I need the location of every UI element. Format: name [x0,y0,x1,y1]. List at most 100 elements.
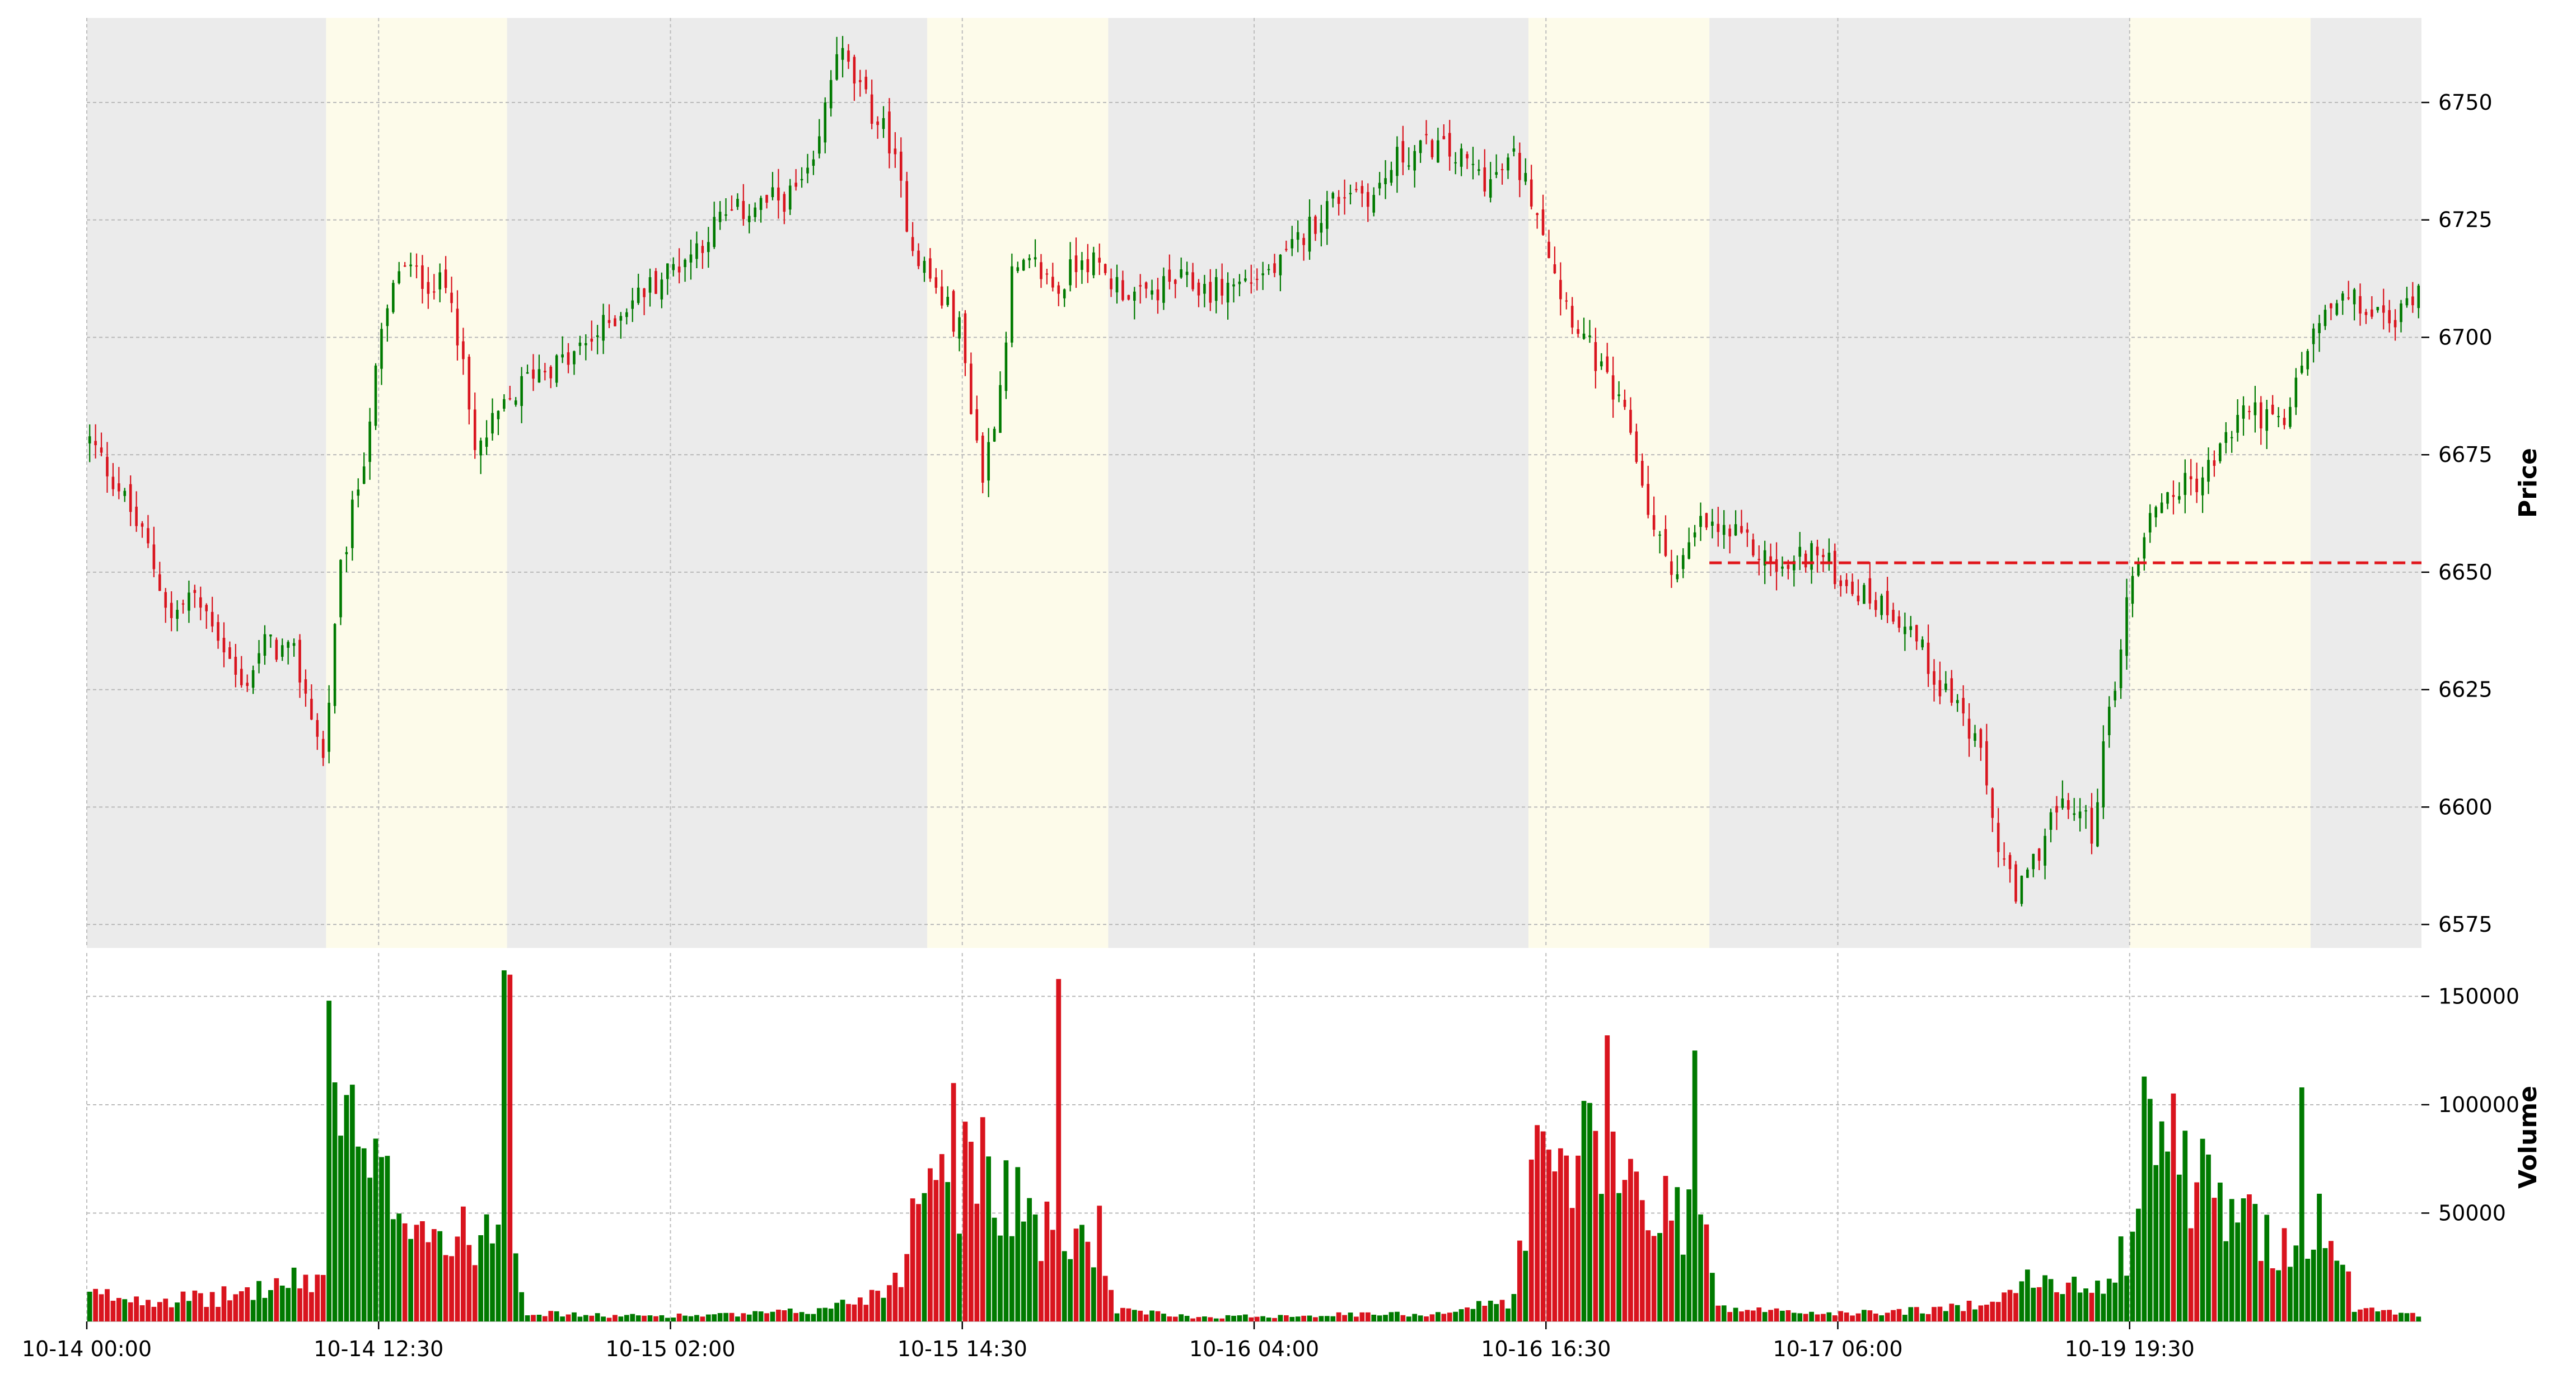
candle-body [1664,529,1667,556]
candle-body [1144,282,1148,289]
candle-body [2143,537,2146,559]
volume-bar [2065,1282,2071,1321]
volume-bar [613,1315,618,1321]
candle-body [1693,532,1696,538]
candle-body [1442,136,1446,139]
volume-bar [1301,1315,1306,1321]
candle-body [1524,172,1527,182]
volume-bar [857,1297,863,1321]
volume-bar [1850,1315,1855,1321]
candle-body [345,552,348,554]
candle-body [1226,282,1229,303]
candle-body [940,286,943,306]
candle-body [1267,269,1270,270]
volume-bar [1260,1316,1266,1321]
volume-bar [2305,1258,2311,1321]
volume-bar [122,1299,128,1321]
volume-bar [2171,1093,2176,1321]
volume-bar [1400,1315,1406,1321]
candle-body [456,309,459,345]
candle-body [742,200,745,219]
volume-bar [1511,1293,1517,1321]
volume-bar [1436,1312,1441,1321]
candle-body [2014,864,2017,902]
volume-bar [1494,1304,1499,1321]
volume-bar [326,1001,332,1321]
candle-body [1261,273,1264,275]
volume-bar [1815,1314,1820,1321]
candle-body [1092,252,1095,275]
volume-bar [630,1314,635,1321]
candle-body [1279,254,1282,275]
candle-body [1466,154,1469,158]
volume-bar [420,1221,425,1321]
candle-body [1985,741,1988,786]
volume-bar [1383,1315,1388,1321]
volume-bar [2142,1076,2147,1321]
volume-bar [1955,1305,1960,1321]
candle-body [514,400,517,405]
candle-body [929,258,932,279]
candle-body [1104,264,1107,273]
volume-tick-label: 50000 [2438,1201,2506,1225]
candle-body [1471,164,1475,165]
volume-bar [1587,1103,1592,1321]
volume-bar [729,1312,735,1321]
volume-bar [863,1305,869,1321]
volume-bar [2334,1260,2340,1321]
volume-bar [1371,1314,1377,1321]
volume-bar [1873,1313,1878,1321]
volume-bar [834,1302,839,1321]
candle-body [812,159,815,166]
candle-body [1915,625,1918,642]
candle-body [1238,281,1241,284]
volume-bar [642,1315,647,1321]
candle-body [398,271,401,283]
candle-body [1681,555,1685,569]
volume-bar [1289,1316,1295,1321]
candle-body [2125,597,2128,656]
volume-bar [1832,1315,1838,1321]
volume-bar [1085,1241,1091,1321]
volume-bar [2282,1228,2287,1321]
candle-body [2323,310,2327,326]
volume-bar [746,1314,752,1321]
candle-body [631,300,634,309]
volume-bar [268,1290,273,1321]
candle-body [1956,700,1959,703]
volume-bar [1517,1240,1522,1321]
volume-bar [1855,1313,1861,1321]
volume-bar [1727,1312,1733,1321]
candle-body [1314,216,1317,234]
volume-bar [2031,1287,2036,1321]
candle-body [2242,405,2245,419]
session-band [507,18,928,948]
volume-bar [2060,1294,2065,1321]
candle-body [2044,835,2046,866]
volume-bar [279,1285,285,1321]
candle-body [806,167,809,174]
volume-bar [93,1288,99,1321]
candle-body [1606,356,1609,372]
candle-body [1746,529,1749,533]
volume-bar [1388,1312,1394,1321]
candle-body [724,214,727,216]
volume-bar [1680,1254,1686,1321]
price-panel-background [87,18,2421,948]
candle-body [1273,263,1276,273]
volume-bar [875,1291,880,1321]
candle-body [1967,718,1971,739]
volume-bar [1155,1311,1161,1321]
candle-body [975,409,979,441]
candle-body [2347,297,2350,299]
volume-bar [443,1255,448,1321]
candle-body [1617,394,1620,396]
candle-body [123,491,127,496]
volume-bar [1598,1194,1604,1321]
volume-bar [647,1315,653,1321]
volume-bar [1605,1035,1610,1321]
candle-body [1927,642,1930,674]
volume-bar [1622,1180,1628,1321]
candle-body [1974,733,1976,741]
volume-bar [502,970,507,1321]
